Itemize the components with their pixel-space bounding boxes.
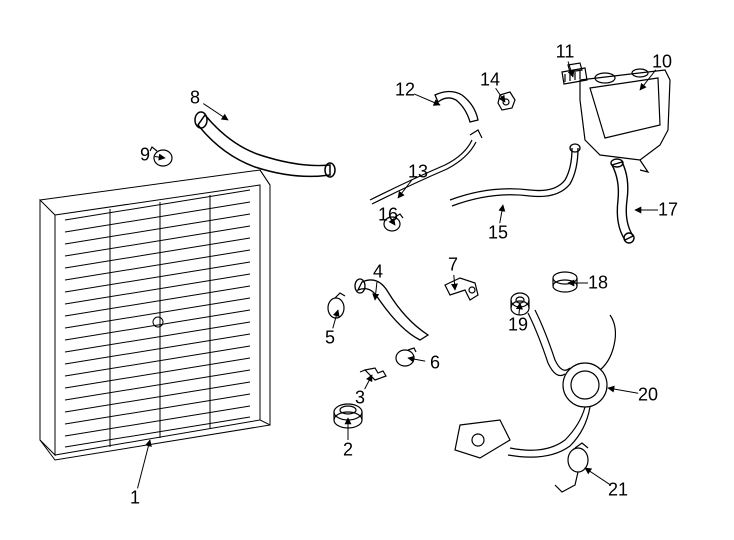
leader-line (640, 70, 656, 90)
callout-label-3: 3 (355, 388, 365, 409)
leader-line (454, 275, 455, 290)
leader-line (568, 62, 573, 77)
callout-label-6: 6 (430, 353, 440, 374)
leader-line (408, 358, 425, 361)
callout-label-15: 15 (488, 223, 508, 244)
leader-line (365, 375, 372, 389)
leader-line (375, 282, 377, 300)
leader-line (398, 180, 412, 198)
callout-label-4: 4 (373, 262, 383, 283)
leader-line (500, 205, 503, 223)
leader-line (608, 388, 638, 393)
leader-line (519, 303, 520, 315)
leader-lines (0, 0, 734, 540)
callout-label-2: 2 (343, 440, 353, 461)
callout-label-7: 7 (448, 255, 458, 276)
callout-label-1: 1 (130, 488, 140, 509)
leader-line (138, 440, 150, 488)
leader-line (203, 104, 228, 120)
callout-label-19: 19 (508, 315, 528, 336)
callout-label-18: 18 (588, 273, 608, 294)
callout-label-11: 11 (556, 42, 575, 63)
parts-diagram: 123456789101112131415161718192021 (0, 0, 734, 540)
callout-label-16: 16 (378, 205, 398, 226)
callout-label-12: 12 (395, 80, 415, 101)
callout-label-20: 20 (638, 385, 658, 406)
leader-line (585, 468, 610, 484)
callout-label-13: 13 (408, 162, 428, 183)
callout-label-10: 10 (652, 52, 672, 73)
callout-label-5: 5 (325, 328, 335, 349)
leader-line (333, 310, 338, 328)
callout-label-14: 14 (480, 70, 500, 91)
callout-label-17: 17 (658, 200, 678, 221)
callout-label-8: 8 (190, 88, 200, 109)
leader-line (414, 94, 440, 105)
leader-line (155, 156, 165, 158)
callout-label-21: 21 (608, 480, 628, 501)
callout-label-9: 9 (140, 145, 150, 166)
